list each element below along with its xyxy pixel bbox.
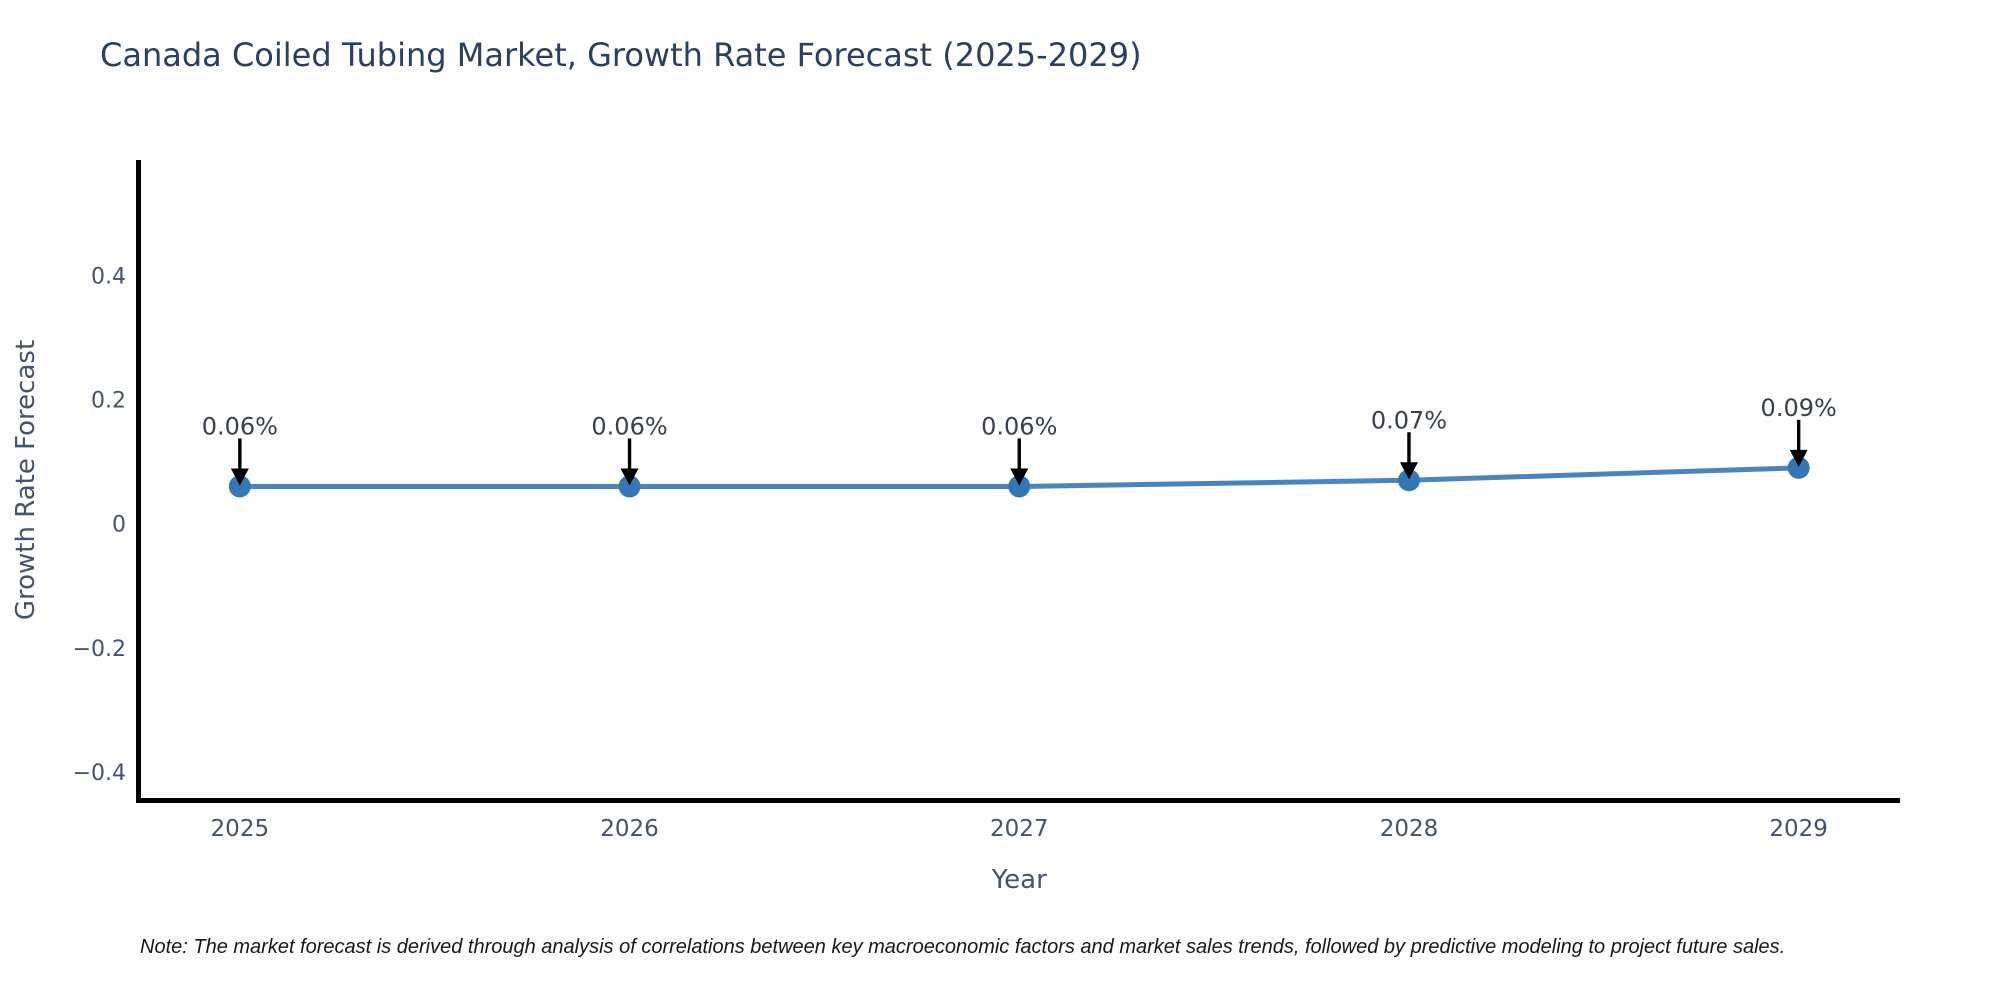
y-tick-label: 0.4 bbox=[91, 264, 126, 289]
annotation-arrowhead bbox=[230, 468, 249, 486]
data-point-label: 0.07% bbox=[1371, 406, 1447, 434]
y-tick-label: 0 bbox=[112, 513, 126, 538]
annotation-arrowhead bbox=[1010, 468, 1029, 486]
y-tick-label: −0.2 bbox=[73, 637, 126, 662]
data-point-2027 bbox=[1008, 475, 1031, 498]
x-axis-title: Year bbox=[991, 865, 1047, 895]
footnote: Note: The market forecast is derived thr… bbox=[140, 936, 1786, 958]
data-point-label: 0.06% bbox=[591, 412, 667, 440]
annotation-arrowhead bbox=[620, 468, 639, 486]
data-point-label: 0.06% bbox=[202, 412, 278, 440]
x-tick-label: 2027 bbox=[990, 816, 1049, 842]
y-tick-label: 0.2 bbox=[91, 389, 126, 414]
data-point-2025 bbox=[228, 475, 251, 498]
y-axis-title: Growth Rate Forecast bbox=[11, 340, 41, 620]
annotation-arrowhead bbox=[1789, 449, 1808, 467]
x-tick-label: 2028 bbox=[1380, 816, 1439, 842]
annotation-arrowhead bbox=[1399, 462, 1418, 480]
data-point-2028 bbox=[1397, 469, 1420, 492]
data-point-label: 0.06% bbox=[981, 412, 1057, 440]
x-tick-label: 2025 bbox=[211, 816, 270, 842]
chart-title: Canada Coiled Tubing Market, Growth Rate… bbox=[100, 36, 1142, 74]
data-point-2026 bbox=[618, 475, 641, 498]
data-point-label: 0.09% bbox=[1761, 394, 1837, 422]
x-tick-label: 2026 bbox=[600, 816, 659, 842]
data-point-2029 bbox=[1787, 456, 1810, 479]
x-tick-label: 2029 bbox=[1769, 816, 1828, 842]
y-tick-label: −0.4 bbox=[73, 761, 126, 786]
